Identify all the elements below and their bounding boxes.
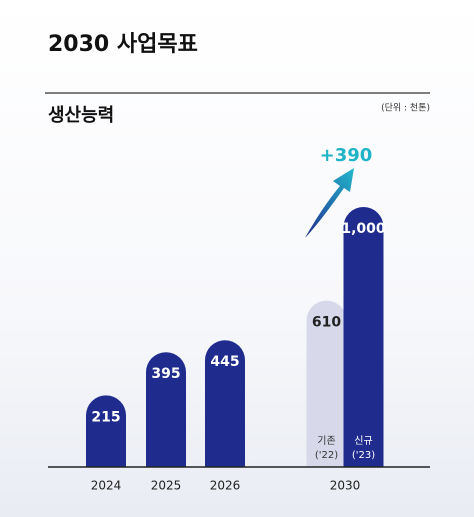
x-tick-label: 2026	[210, 479, 241, 493]
x-tick-label: 2025	[151, 479, 182, 493]
x-tick-label: 2030	[330, 479, 361, 493]
series-period: ('23)	[352, 450, 375, 461]
page-title: 2030 사업목표	[48, 32, 198, 57]
x-tick-label: 2024	[91, 479, 122, 493]
increase-arrow	[305, 168, 354, 238]
bar	[146, 352, 186, 467]
chart-title: 생산능력	[48, 105, 114, 126]
bar	[205, 340, 245, 467]
bar	[306, 300, 347, 467]
bar	[86, 395, 126, 467]
series-label: 기존	[317, 435, 335, 447]
bar	[343, 207, 384, 467]
value-label: 445	[210, 354, 239, 370]
increase-label: +390	[320, 145, 373, 166]
value-label: 1,000	[341, 221, 386, 237]
series-label: 신규	[354, 435, 372, 447]
series-period: ('22)	[315, 450, 338, 461]
value-label: 610	[312, 315, 341, 331]
value-label: 395	[151, 366, 180, 382]
value-label: 215	[91, 409, 120, 425]
unit-label: (단위 : 천톤)	[381, 103, 430, 114]
